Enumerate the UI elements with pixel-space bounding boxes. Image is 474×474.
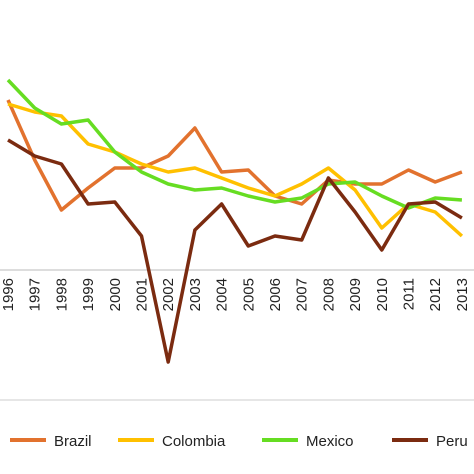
x-tick-label: 2003 — [187, 278, 204, 311]
line-series — [7, 102, 464, 238]
x-tick-label: 1996 — [0, 278, 17, 311]
x-tick-label: 2012 — [427, 278, 444, 311]
x-tick-label: 2013 — [454, 278, 471, 311]
line-series — [7, 138, 463, 364]
x-tick-label: 2007 — [294, 278, 311, 311]
x-tick-label: 2010 — [374, 278, 391, 311]
x-tick-label: 2009 — [347, 278, 364, 311]
line-series — [6, 99, 463, 212]
legend-label: Peru — [436, 433, 468, 450]
legend-label: Colombia — [162, 433, 226, 450]
x-tick-label: 2001 — [134, 278, 151, 311]
x-tick-label: 2008 — [320, 278, 337, 311]
legend-label: Brazil — [54, 433, 92, 450]
x-tick-label: 2011 — [401, 278, 418, 310]
x-tick-label: 1997 — [27, 278, 44, 311]
x-tick-label: 1998 — [53, 278, 70, 311]
x-tick-label: 2000 — [107, 278, 124, 311]
line-series — [6, 78, 463, 210]
x-tick-label: 2005 — [240, 278, 257, 311]
x-tick-label: 2006 — [267, 278, 284, 311]
x-tick-label: 2004 — [214, 278, 231, 311]
x-tick-label: 1999 — [80, 278, 97, 311]
legend-label: Mexico — [306, 433, 354, 450]
x-tick-label: 2002 — [160, 278, 177, 311]
